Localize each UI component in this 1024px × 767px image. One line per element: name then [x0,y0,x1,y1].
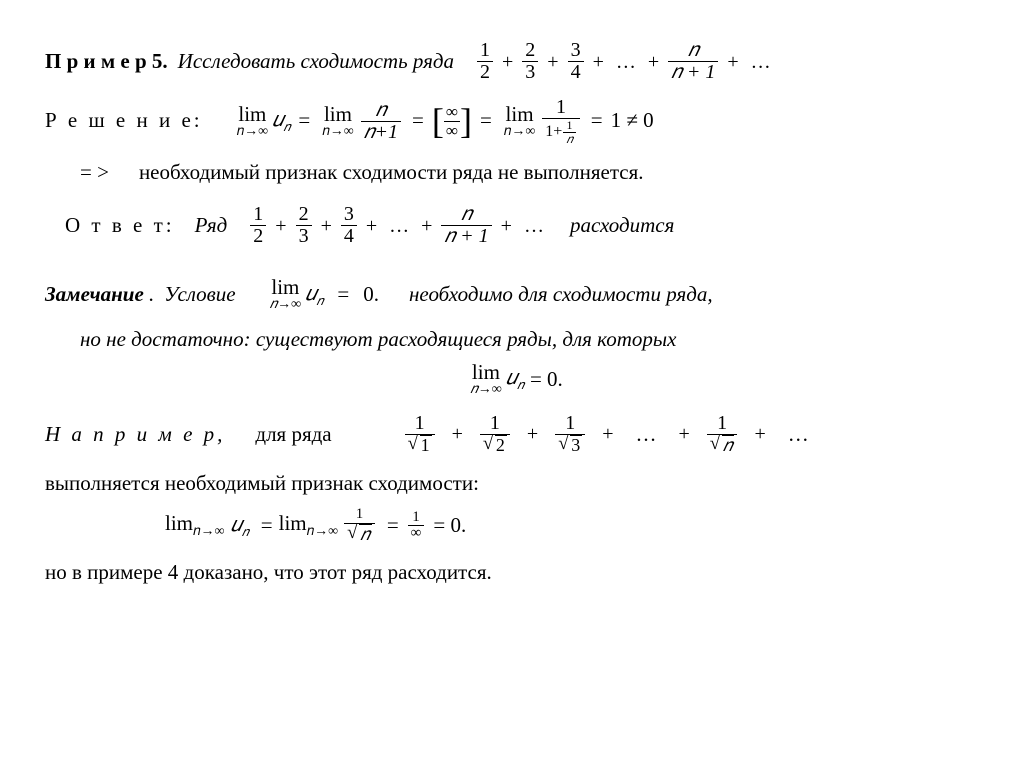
remark-line2: но не достаточно: существуют расходящиес… [45,326,984,353]
frac-n-over-n1: 𝑛𝑛+1 [361,100,401,143]
sqrt-series: 11 + 12 + 13 + … + 1𝑛 + … [402,413,817,456]
remark-row: Замечание . Условие lim𝑛→∞ 𝑢𝑛 = 0. необх… [45,277,984,312]
limit-expression: lim𝑛→∞ 𝑢𝑛 = lim𝑛→∞ 𝑛𝑛+1 = [ ∞∞ ] = lim𝑛→… [233,97,654,145]
answer-label: О т в е т: [65,212,175,239]
example2-cond: выполняется необходимый признак сходимос… [45,470,984,497]
example-series: 12 + 23 + 34 + … + 𝑛𝑛 + 1 + … [474,40,777,83]
solution-label: Р е ш е н и е: [45,107,203,134]
example2-row: Н а п р и м е р, для ряда 11 + 12 + 13 +… [45,413,984,456]
frac-n-n1: 𝑛𝑛 + 1 [668,40,718,83]
example2-for: для ряда [255,421,331,448]
result-value: 1 ≠ 0 [611,107,654,134]
example2-limit: lim𝑛→∞ 𝑢𝑛 = lim𝑛→∞ 1 𝑛 = 1 ∞ = 0. [45,507,984,545]
solution-row: Р е ш е н и е: lim𝑛→∞ 𝑢𝑛 = lim𝑛→∞ 𝑛𝑛+1 =… [45,97,984,145]
frac-1-sqrtn: 1 𝑛 [344,507,375,545]
remark-cond: Условие [164,281,235,308]
indeterminate-form: [ ∞∞ ] [432,103,472,140]
answer-prefix: Ряд [195,212,228,239]
remark-lim: lim𝑛→∞ 𝑢𝑛 = 0. [266,277,379,312]
conclusion-row: = > необходимый признак сходимости ряда … [45,159,984,186]
un-1: 𝑢𝑛 [272,106,290,136]
frac-1-2: 12 [477,40,493,83]
frac-1-inf: 1 ∞ [408,510,425,543]
conclusion-text: необходимый признак сходимости ряда не в… [139,159,644,186]
frac-2-3: 23 [522,40,538,83]
answer-suffix: расходится [570,212,674,239]
lim-inline-1: lim𝑛→∞ [165,510,225,541]
frac-3-4: 34 [568,40,584,83]
lim-3: lim𝑛→∞ [504,104,536,139]
lim-1: lim𝑛→∞ [237,104,269,139]
lim-2: lim𝑛→∞ [322,104,354,139]
remark-tail: необходимо для сходимости ряда, [409,281,713,308]
example-title-row: П р и м е р 5. Исследовать сходимость ря… [45,40,984,83]
frac-simplified: 1 1+ 1𝑛 [542,97,579,145]
example-task: Исследовать сходимость ряда [178,48,454,75]
remark-label: Замечание [45,281,144,308]
remark-lim-zero: lim𝑛→∞ 𝑢𝑛 = 0. [45,362,984,397]
example2-label: Н а п р и м е р, [45,421,225,448]
implies: = > [80,159,109,186]
lim-inline-2: lim𝑛→∞ [279,510,339,541]
answer-series: 12 + 23 + 34 + … + 𝑛𝑛 + 1 + … [247,204,550,247]
example-label: П р и м е р 5. [45,48,168,75]
example2-final: но в примере 4 доказано, что этот ряд ра… [45,559,984,586]
answer-row: О т в е т: Ряд 12 + 23 + 34 + … + 𝑛𝑛 + 1… [45,204,984,247]
